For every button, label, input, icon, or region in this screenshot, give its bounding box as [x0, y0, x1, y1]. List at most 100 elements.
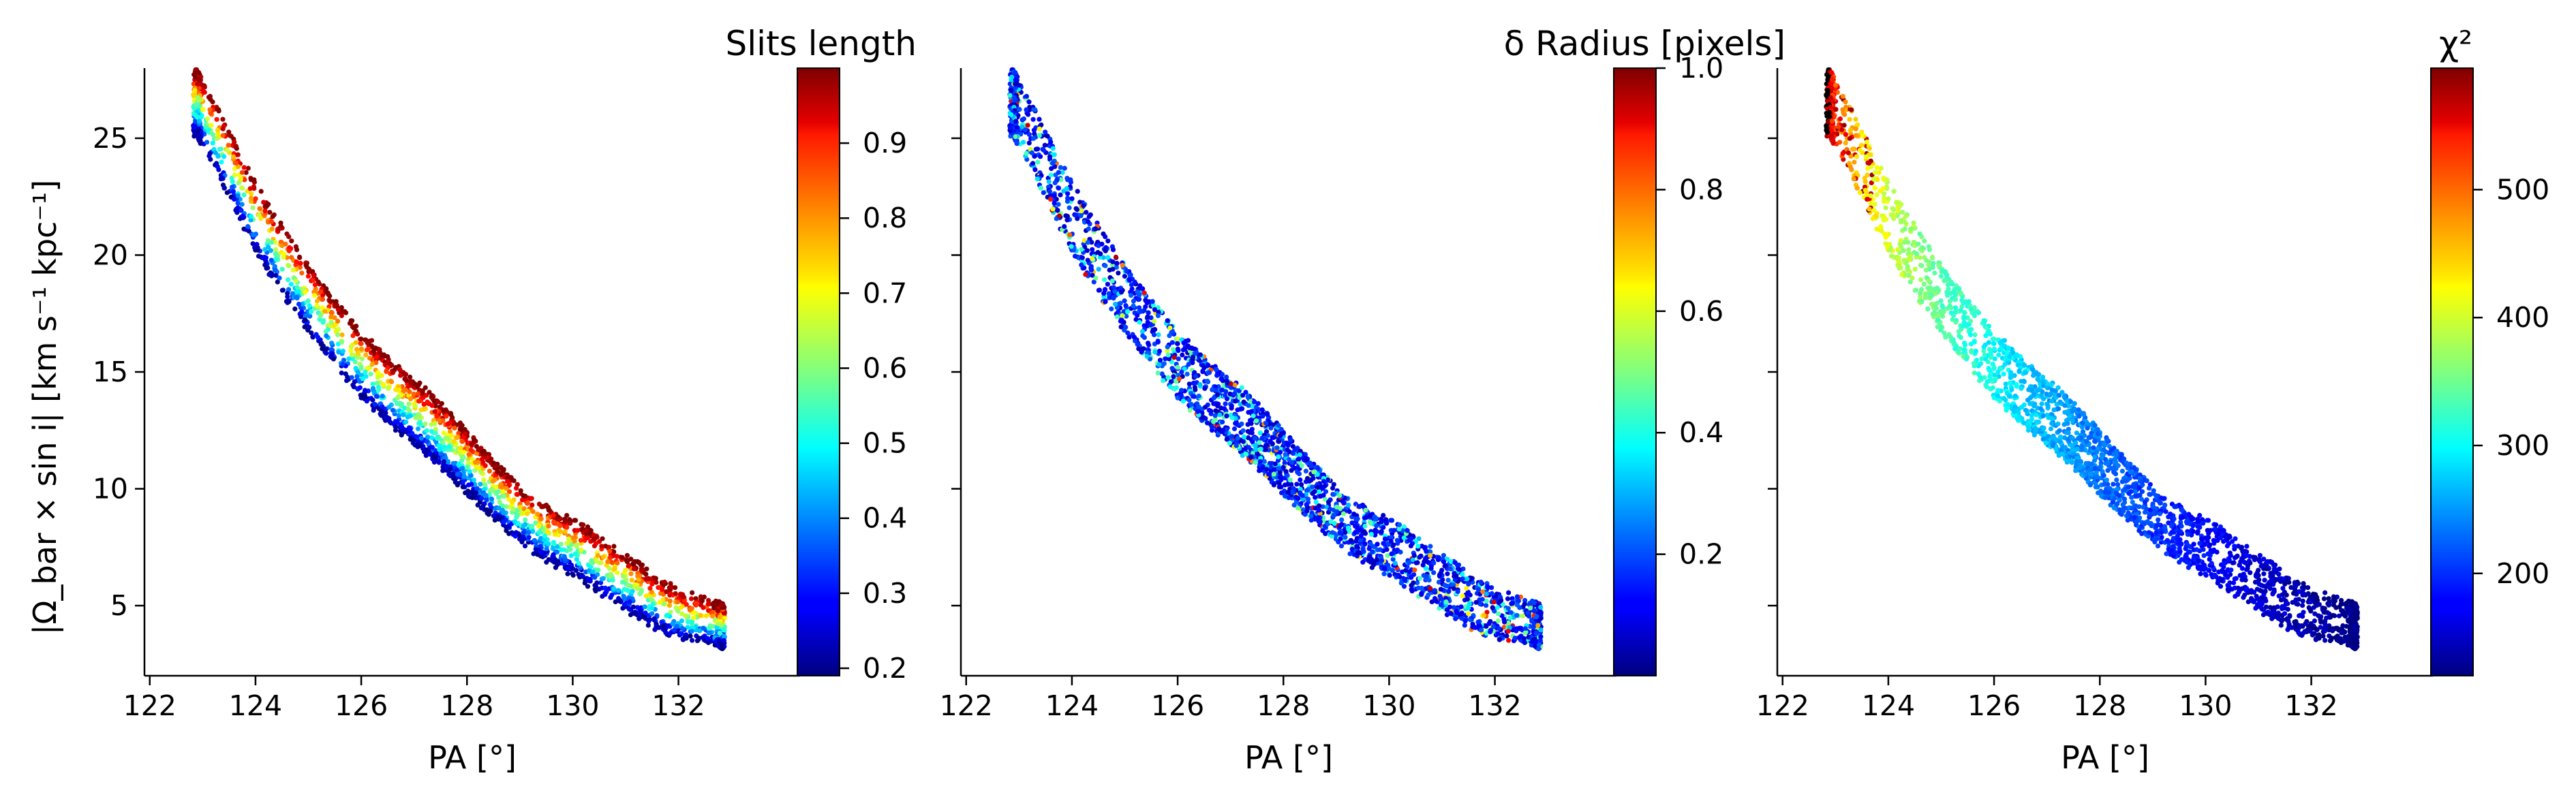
data-point: [322, 309, 328, 314]
data-point: [305, 298, 311, 304]
data-point: [191, 81, 196, 87]
data-point: [1030, 116, 1036, 122]
data-point: [429, 403, 435, 408]
data-point: [1538, 627, 1544, 633]
data-point: [624, 559, 630, 565]
data-point: [667, 598, 673, 604]
data-point: [1362, 529, 1367, 535]
data-point: [395, 419, 400, 424]
data-point: [191, 93, 196, 98]
data-point: [349, 375, 354, 380]
data-point: [1360, 546, 1366, 552]
data-point: [648, 596, 654, 602]
data-point: [688, 596, 694, 601]
x-tick-label: 132: [651, 689, 705, 722]
data-point: [570, 566, 576, 572]
data-point: [459, 465, 465, 471]
data-point: [1030, 161, 1036, 166]
data-point: [1304, 502, 1309, 507]
data-point: [1050, 146, 1056, 151]
data-point: [1096, 266, 1101, 272]
data-point: [470, 489, 475, 495]
data-point: [1304, 508, 1310, 514]
data-point: [1165, 318, 1170, 324]
data-point: [441, 431, 447, 436]
data-point: [585, 524, 591, 530]
data-point: [1099, 241, 1105, 247]
data-point: [310, 334, 316, 340]
data-point: [1397, 522, 1402, 527]
data-point: [1175, 337, 1180, 342]
data-point: [262, 208, 268, 214]
data-point: [200, 82, 206, 88]
data-point: [530, 509, 536, 514]
data-point: [1286, 495, 1291, 501]
data-point: [698, 594, 703, 599]
data-point: [504, 528, 509, 533]
data-point: [615, 595, 622, 601]
data-point: [645, 623, 651, 628]
data-point: [690, 590, 695, 595]
data-point: [191, 125, 196, 130]
data-point: [499, 484, 505, 490]
data-point: [472, 460, 478, 465]
data-point: [521, 530, 526, 535]
data-point: [1289, 468, 1294, 473]
data-point: [238, 176, 243, 182]
data-point: [628, 571, 634, 576]
data-point: [495, 469, 500, 475]
data-point: [515, 492, 520, 497]
data-point: [1283, 452, 1288, 457]
data-point: [521, 493, 526, 499]
data-point: [605, 559, 611, 565]
data-point: [703, 613, 709, 619]
data-point: [600, 576, 606, 581]
data-point: [1294, 482, 1300, 487]
y-tick-label: 10: [93, 473, 128, 505]
data-point: [1379, 519, 1384, 525]
data-point: [403, 388, 408, 393]
data-point: [1259, 407, 1265, 413]
data-point: [698, 602, 703, 608]
data-point: [568, 520, 573, 526]
data-point: [1229, 403, 1234, 409]
data-point: [615, 560, 620, 566]
data-point: [1163, 356, 1168, 362]
data-point: [220, 126, 226, 131]
data-point: [1522, 640, 1527, 646]
data-point: [1085, 219, 1091, 224]
data-point: [1193, 387, 1198, 392]
data-point: [320, 319, 326, 325]
data-point: [459, 454, 465, 460]
data-point: [1246, 435, 1251, 441]
data-point: [269, 257, 274, 263]
data-point: [579, 547, 584, 552]
data-point: [281, 251, 287, 257]
data-point: [364, 398, 369, 404]
data-point: [235, 152, 241, 157]
data-point: [709, 613, 716, 619]
data-point: [437, 447, 442, 452]
data-point: [1159, 371, 1165, 377]
data-point: [1305, 497, 1311, 502]
data-point: [399, 403, 404, 409]
data-point: [1182, 346, 1188, 351]
data-point: [1129, 293, 1134, 298]
data-point: [354, 374, 360, 379]
data-point: [1062, 166, 1067, 171]
data-point: [1041, 147, 1046, 153]
data-point: [1120, 262, 1125, 268]
data-point: [1245, 394, 1251, 400]
data-point: [627, 599, 632, 605]
data-point: [650, 601, 656, 607]
data-point: [564, 541, 570, 546]
data-point: [386, 386, 391, 391]
data-point: [1021, 116, 1026, 122]
data-point: [489, 497, 495, 502]
data-point: [476, 465, 481, 471]
data-point: [415, 391, 420, 396]
data-point: [396, 413, 401, 418]
data-point: [504, 486, 509, 491]
data-point: [263, 255, 269, 260]
data-point: [206, 127, 212, 133]
